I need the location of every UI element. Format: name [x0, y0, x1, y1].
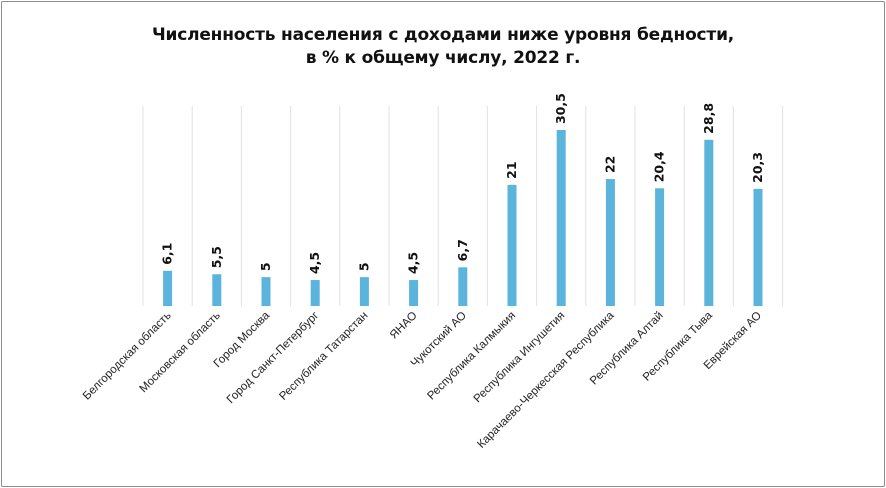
data-label: 5,5 [209, 246, 224, 268]
data-label: 5 [258, 262, 273, 271]
category-label: Белгородская область [81, 310, 174, 403]
bar [261, 277, 271, 306]
bar [655, 188, 665, 306]
data-label: 20,3 [750, 152, 765, 183]
category-label: Московская область [137, 310, 222, 395]
bar [163, 270, 173, 306]
bar [556, 130, 566, 306]
bar [409, 280, 419, 306]
data-label: 4,5 [406, 252, 421, 274]
data-label: 30,5 [553, 93, 568, 124]
data-label: 5 [356, 262, 371, 271]
chart-title: Численность населения с доходами ниже ур… [0, 24, 886, 70]
data-label: 21 [504, 161, 519, 178]
bar [310, 280, 320, 306]
category-label: ЯНАО [388, 310, 420, 342]
data-label: 20,4 [652, 151, 667, 182]
category-label: Республика Калмыкия [425, 310, 518, 403]
category-label: Республика Ингушетия [472, 310, 568, 406]
chart-title-line-1: Численность населения с доходами ниже ур… [151, 25, 735, 45]
chart-title-line-2: в % к общему числу, 2022 г. [305, 48, 581, 68]
bar [458, 267, 468, 306]
data-label: 6,7 [455, 239, 470, 261]
data-label: 28,8 [701, 103, 716, 134]
data-label: 4,5 [307, 252, 322, 274]
bar [753, 188, 763, 306]
bar [704, 139, 714, 306]
category-label: Республика Татарстан [277, 310, 370, 403]
data-label: 22 [602, 156, 617, 173]
bar [212, 274, 222, 306]
bar [507, 184, 517, 306]
data-label: 6,1 [160, 243, 175, 265]
bar [359, 277, 369, 306]
category-label: Город Санкт-Петербург [225, 310, 322, 407]
bar [605, 179, 615, 306]
